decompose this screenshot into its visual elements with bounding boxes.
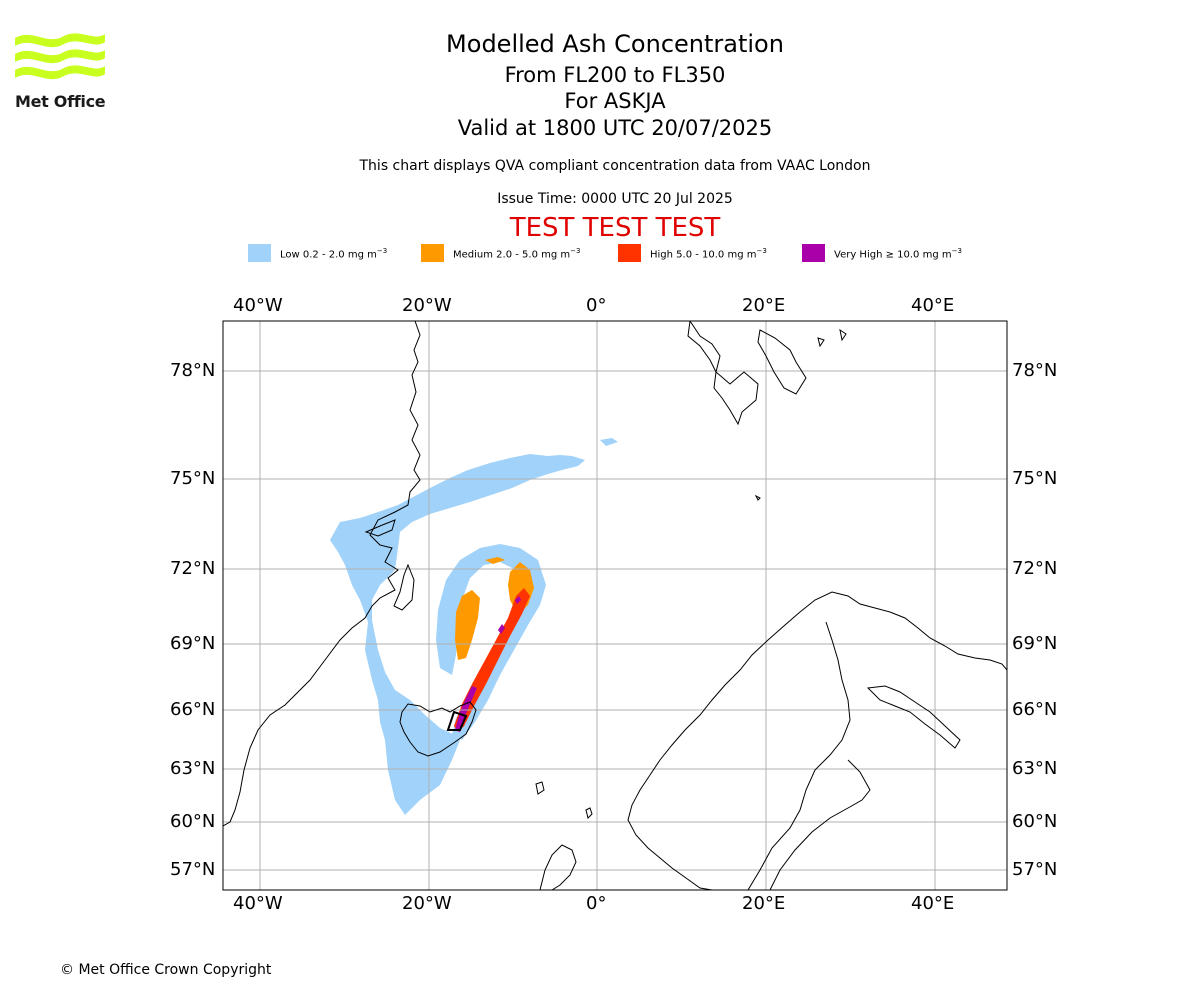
lon-label-top-20e: 20°E xyxy=(742,295,786,316)
legend-swatch-very-high xyxy=(802,244,825,262)
lon-label-top-0: 0° xyxy=(586,295,607,316)
valid-time: Valid at 1800 UTC 20/07/2025 xyxy=(457,116,773,140)
legend-swatch-low xyxy=(248,244,271,262)
met-office-logo xyxy=(12,30,112,112)
lat-label-left-75n: 75°N xyxy=(170,468,216,489)
lat-label-left-60n: 60°N xyxy=(170,811,216,832)
lon-label-bottom-0: 0° xyxy=(586,893,607,914)
chart-title: Modelled Ash Concentration xyxy=(446,30,784,58)
issue-time: Issue Time: 0000 UTC 20 Jul 2025 xyxy=(497,191,733,207)
lat-label-right-72n: 72°N xyxy=(1012,558,1058,579)
lon-label-top-40w: 40°W xyxy=(233,295,283,316)
test-banner: TEST TEST TEST xyxy=(509,213,721,243)
coastlines xyxy=(223,321,1007,890)
legend-label-very-high: Very High ≥ 10.0 mg m xyxy=(834,249,952,261)
map-background xyxy=(223,321,1007,890)
lat-label-right-78n: 78°N xyxy=(1012,360,1058,381)
volcano-source-marker xyxy=(446,710,468,731)
lon-label-bottom-40w: 40°W xyxy=(233,893,283,914)
lat-label-right-63n: 63°N xyxy=(1012,758,1058,779)
lat-label-right-66n: 66°N xyxy=(1012,699,1058,720)
legend-label-medium: Medium 2.0 - 5.0 mg m xyxy=(453,249,571,261)
copyright-notice: © Met Office Crown Copyright xyxy=(60,962,272,978)
lat-label-left-66n: 66°N xyxy=(170,699,216,720)
lon-label-bottom-20e: 20°E xyxy=(742,893,786,914)
lat-label-left-57n: 57°N xyxy=(170,859,216,880)
lat-label-left-63n: 63°N xyxy=(170,758,216,779)
legend-label-high: High 5.0 - 10.0 mg m xyxy=(650,249,757,261)
lat-label-left-78n: 78°N xyxy=(170,360,216,381)
lon-label-bottom-20w: 20°W xyxy=(402,893,452,914)
map-frame xyxy=(222,320,1008,891)
lon-label-bottom-40e: 40°E xyxy=(911,893,955,914)
legend-label-low: Low 0.2 - 2.0 mg m xyxy=(280,249,377,261)
legend-swatch-medium xyxy=(421,244,444,262)
flight-level-range: From FL200 to FL350 xyxy=(504,63,726,87)
lat-label-right-60n: 60°N xyxy=(1012,811,1058,832)
lon-label-top-20w: 20°W xyxy=(402,295,452,316)
lat-label-right-69n: 69°N xyxy=(1012,633,1058,654)
ash-very-high-concentration xyxy=(455,596,521,732)
lat-label-right-57n: 57°N xyxy=(1012,859,1058,880)
volcano-name: For ASKJA xyxy=(564,89,666,113)
lon-label-top-40e: 40°E xyxy=(911,295,955,316)
graticule xyxy=(223,321,1007,890)
chart-subtitle: This chart displays QVA compliant concen… xyxy=(359,158,871,174)
lat-label-left-69n: 69°N xyxy=(170,633,216,654)
logo-wordmark: Met Office xyxy=(15,92,106,111)
legend-swatch-high xyxy=(618,244,641,262)
lat-label-left-72n: 72°N xyxy=(170,558,216,579)
ash-low-concentration xyxy=(330,438,618,815)
lat-label-right-75n: 75°N xyxy=(1012,468,1058,489)
